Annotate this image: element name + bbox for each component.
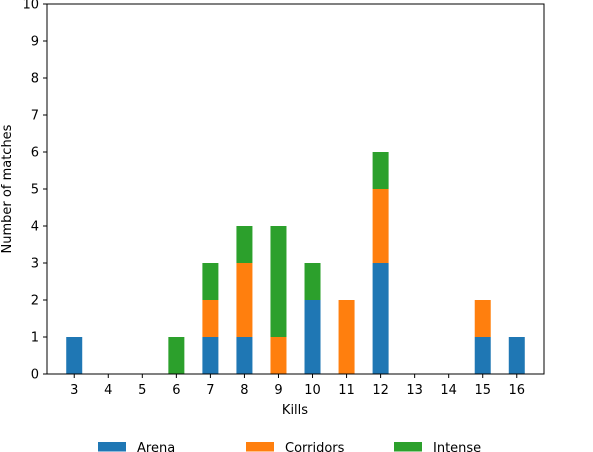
bar-intense-10	[304, 263, 321, 300]
x-tick-label: 6	[172, 383, 180, 398]
y-tick-label: 8	[31, 72, 39, 87]
x-tick-label: 16	[508, 383, 525, 398]
y-tick-label: 3	[31, 257, 39, 272]
bar-intense-6	[168, 337, 185, 374]
bar-arena-8	[236, 337, 253, 374]
legend-swatch-arena	[98, 442, 126, 452]
legend-label-arena: Arena	[137, 441, 175, 452]
bar-corridors-12	[372, 189, 389, 263]
bar-corridors-7	[202, 300, 219, 337]
y-tick-label: 5	[31, 183, 39, 198]
y-axis-label: Number of matches	[0, 124, 15, 253]
x-tick-label: 9	[274, 383, 282, 398]
y-tick-label: 9	[31, 35, 39, 50]
x-tick-label: 13	[406, 383, 423, 398]
bar-intense-12	[372, 152, 389, 189]
bar-arena-15	[474, 337, 491, 374]
x-tick-label: 14	[440, 383, 457, 398]
x-tick-label: 15	[474, 383, 491, 398]
x-tick-label: 5	[138, 383, 146, 398]
bar-arena-7	[202, 337, 219, 374]
legend: Arena Corridors Intense	[98, 441, 481, 452]
y-tick-label: 1	[31, 331, 39, 346]
legend-label-intense: Intense	[433, 441, 481, 452]
y-tick-label: 10	[22, 0, 39, 13]
y-axis: 0 1 2 3 4 5 6 7 8 9 10	[22, 0, 47, 383]
x-tick-label: 12	[372, 383, 389, 398]
x-tick-label: 11	[338, 383, 355, 398]
bar-corridors-9	[270, 337, 287, 374]
bar-arena-16	[508, 337, 525, 374]
bar-intense-8	[236, 226, 253, 263]
bar-arena-10	[304, 300, 321, 374]
y-tick-label: 0	[31, 368, 39, 383]
bar-arena-3	[66, 337, 83, 374]
x-tick-label: 7	[206, 383, 214, 398]
bar-intense-9	[270, 226, 287, 337]
x-axis: 3 4 5 6 7 8 9 10 11 12 13 14 15 16	[70, 374, 525, 398]
bar-intense-7	[202, 263, 219, 300]
legend-swatch-corridors	[246, 442, 274, 452]
legend-swatch-intense	[394, 442, 422, 452]
bar-arena-12	[372, 263, 389, 374]
bars-layer	[66, 152, 525, 374]
x-tick-label: 4	[104, 383, 112, 398]
x-tick-label: 8	[240, 383, 248, 398]
bar-corridors-11	[338, 300, 355, 374]
y-tick-label: 7	[31, 109, 39, 124]
x-tick-label: 10	[304, 383, 321, 398]
legend-label-corridors: Corridors	[285, 441, 345, 452]
bar-corridors-8	[236, 263, 253, 337]
plot-frame	[46, 3, 545, 375]
y-tick-label: 6	[31, 146, 39, 161]
y-tick-label: 2	[31, 294, 39, 309]
bar-corridors-15	[474, 300, 491, 337]
x-axis-label: Kills	[282, 403, 308, 418]
x-tick-label: 3	[70, 383, 78, 398]
y-tick-label: 4	[31, 220, 39, 235]
